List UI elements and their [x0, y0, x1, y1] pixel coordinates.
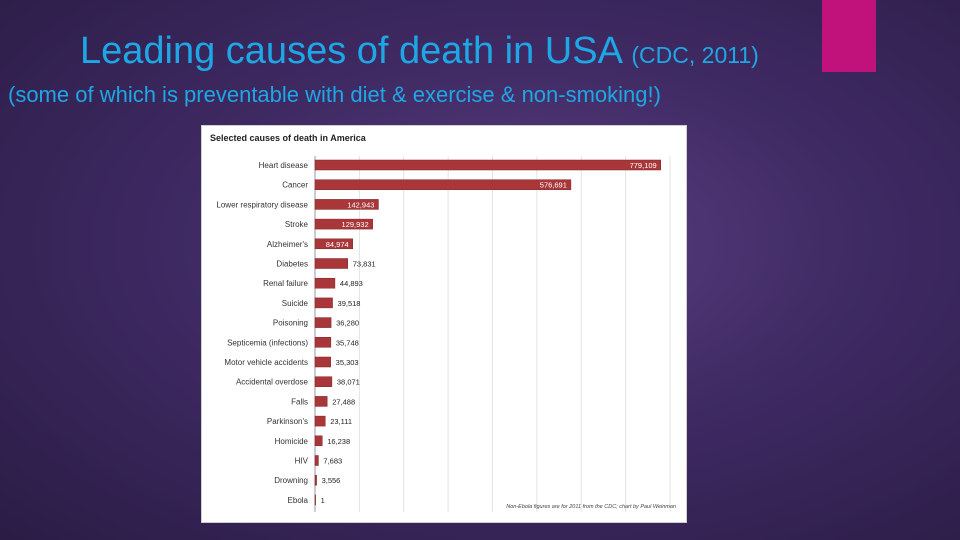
category-label: Renal failure — [263, 279, 308, 288]
bar — [314, 356, 331, 368]
value-label: 35,303 — [336, 358, 359, 367]
bar — [314, 258, 349, 269]
chart-footnote: Non-Ebola figures are for 2011 from the … — [506, 504, 676, 510]
value-label: 16,238 — [327, 437, 350, 446]
category-label: Homicide — [275, 437, 309, 446]
category-label: Septicemia (infections) — [227, 338, 308, 347]
title-main: Leading causes of death in USA — [80, 30, 632, 72]
category-label: Stroke — [285, 220, 309, 229]
category-label: Motor vehicle accidents — [224, 358, 308, 367]
accent-tab — [822, 0, 876, 72]
slide-title: Leading causes of death in USA (CDC, 201… — [80, 30, 940, 73]
bar — [314, 455, 319, 466]
bar — [314, 218, 373, 230]
category-label: Poisoning — [273, 319, 308, 328]
bar — [314, 277, 336, 289]
value-label: 84,974 — [326, 240, 349, 249]
value-label: 73,831 — [353, 260, 376, 269]
category-label: Alzheimer's — [267, 240, 308, 249]
category-label: Diabetes — [276, 260, 308, 269]
value-label: 129,932 — [342, 220, 369, 229]
category-label: Falls — [291, 397, 308, 406]
bar — [314, 435, 323, 447]
category-label: Suicide — [282, 299, 309, 308]
category-label: HIV — [295, 457, 309, 466]
value-label: 576,691 — [540, 181, 567, 190]
bar — [314, 337, 332, 348]
bar — [314, 159, 661, 171]
value-label: 23,111 — [330, 417, 352, 426]
value-label: 38,071 — [337, 378, 360, 387]
bar — [314, 396, 328, 407]
bar — [314, 494, 316, 506]
title-source: (CDC, 2011) — [631, 42, 759, 68]
bar — [314, 376, 333, 387]
value-label: 7,683 — [323, 457, 342, 466]
bar — [314, 199, 379, 210]
bar — [314, 317, 332, 328]
slide-subtitle: (some of which is preventable with diet … — [8, 82, 661, 107]
value-label: 36,280 — [336, 319, 359, 328]
bar — [314, 474, 317, 486]
bar — [314, 179, 572, 190]
value-label: 779,109 — [630, 161, 657, 170]
chart-panel: Selected causes of death in America Heart… — [201, 125, 687, 523]
category-label: Lower respiratory disease — [216, 200, 308, 209]
category-label: Heart disease — [259, 161, 309, 170]
category-label: Cancer — [282, 181, 308, 190]
value-label: 35,748 — [336, 338, 359, 347]
category-label: Drowning — [274, 476, 308, 485]
value-label: 3,556 — [322, 476, 341, 485]
value-label: 142,943 — [347, 200, 374, 209]
bar-chart: Selected causes of death in America Heart… — [210, 133, 676, 512]
value-label: 27,488 — [332, 397, 355, 406]
bar — [314, 297, 333, 309]
category-label: Ebola — [288, 496, 309, 505]
chart-title: Selected causes of death in America — [210, 133, 367, 143]
value-label: 44,893 — [340, 279, 363, 288]
bar — [314, 238, 353, 250]
value-label: 1 — [321, 496, 325, 505]
bar — [314, 415, 326, 427]
category-label: Parkinson's — [267, 417, 308, 426]
value-label: 39,518 — [338, 299, 361, 308]
category-label: Accidental overdose — [236, 378, 309, 387]
